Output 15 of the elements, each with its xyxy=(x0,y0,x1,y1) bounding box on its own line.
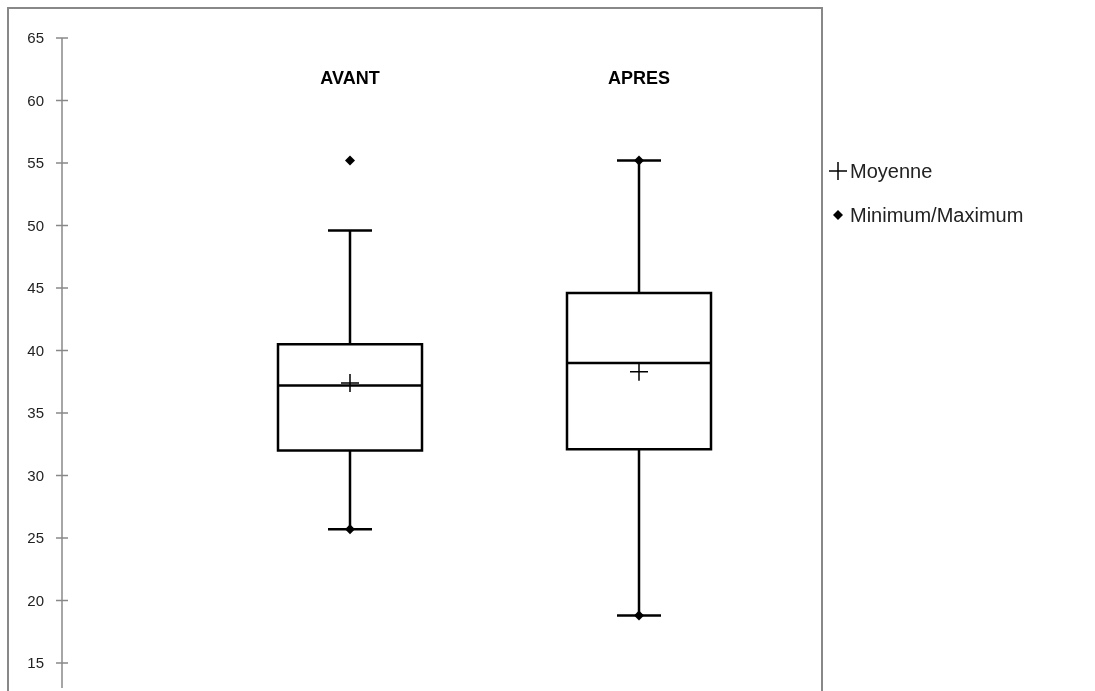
y-tick-label: 60 xyxy=(27,91,44,109)
y-tick-label: 50 xyxy=(27,216,44,234)
y-tick-label: 30 xyxy=(27,466,44,484)
legend-label: Moyenne xyxy=(850,160,933,182)
y-tick-label: 25 xyxy=(27,529,44,547)
y-tick-label: 20 xyxy=(27,591,44,609)
x-tick-label: APRES xyxy=(607,68,671,88)
y-tick-label: 40 xyxy=(27,341,44,359)
y-tick-label: 35 xyxy=(27,404,44,422)
x-tick-label: AVANT xyxy=(320,68,380,88)
y-tick-label: 15 xyxy=(27,654,44,672)
y-tick-label: 55 xyxy=(27,154,44,172)
y-tick-label: 45 xyxy=(27,279,44,297)
legend-label: Minimum/Maximum xyxy=(850,204,1024,226)
y-tick-label: 65 xyxy=(27,29,44,47)
